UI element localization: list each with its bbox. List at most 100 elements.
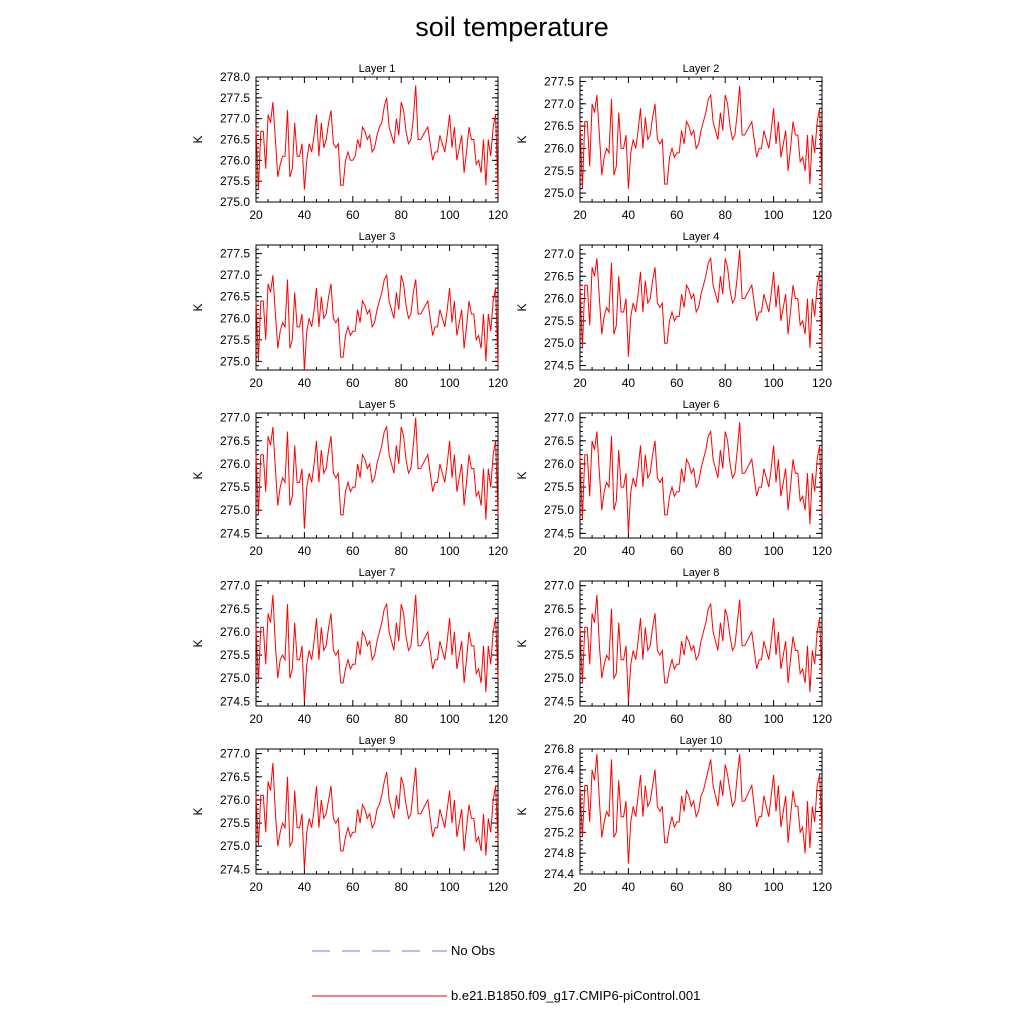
x-tick-label: 80: [719, 544, 733, 558]
x-tick-label: 20: [249, 712, 263, 726]
y-tick-label: 276.8: [544, 742, 574, 756]
plot-frame: [255, 244, 499, 371]
x-tick-label: 120: [812, 712, 832, 726]
x-tick-label: 20: [573, 880, 587, 894]
y-tick-label: 275.0: [544, 671, 574, 685]
x-tick-label: 80: [395, 544, 409, 558]
x-tick-label: 20: [249, 544, 263, 558]
x-tick-label: 100: [440, 376, 460, 390]
y-tick-label: 276.5: [544, 269, 574, 283]
x-tick-label: 100: [764, 880, 784, 894]
y-tick-label: 277.0: [544, 411, 574, 425]
y-axis-label: K: [191, 135, 205, 143]
series-line: [255, 762, 499, 870]
y-tick-label: 278.0: [220, 70, 250, 84]
y-tick-label: 276.5: [544, 602, 574, 616]
y-tick-label: 276.5: [544, 119, 574, 133]
plot-frame: [579, 244, 823, 371]
y-tick-label: 276.4: [544, 763, 574, 777]
x-tick-label: 60: [670, 544, 684, 558]
y-axis-label: K: [191, 303, 205, 311]
y-tick-label: 276.5: [220, 434, 250, 448]
y-tick-label: 277.0: [220, 747, 250, 761]
x-tick-label: 80: [395, 880, 409, 894]
y-tick-label: 275.5: [220, 648, 250, 662]
x-tick-label: 100: [440, 544, 460, 558]
y-tick-label: 276.0: [544, 292, 574, 306]
x-tick-label: 20: [573, 376, 587, 390]
y-tick-label: 274.5: [544, 359, 574, 373]
y-tick-label: 276.0: [220, 311, 250, 325]
x-tick-label: 100: [764, 712, 784, 726]
x-tick-label: 100: [764, 544, 784, 558]
panel-2: Layer 2 K 20 40 60 80 100 120 275.0 275.5 276.0 276…: [515, 63, 832, 222]
y-tick-label: 275.0: [220, 503, 250, 517]
y-axis-label: K: [515, 639, 529, 647]
y-tick-label: 277.0: [220, 268, 250, 282]
y-axis-label: K: [515, 135, 529, 143]
x-tick-label: 100: [764, 376, 784, 390]
y-tick-label: 275.0: [220, 354, 250, 368]
panel-title: Layer 1: [359, 63, 396, 75]
x-tick-label: 120: [488, 376, 508, 390]
y-tick-label: 277.0: [220, 579, 250, 593]
y-tick-label: 275.0: [544, 186, 574, 200]
y-tick-label: 275.5: [220, 333, 250, 347]
y-tick-label: 276.5: [220, 133, 250, 147]
y-axis-label: K: [191, 807, 205, 815]
x-tick-label: 60: [670, 712, 684, 726]
y-tick-label: 275.5: [220, 816, 250, 830]
series-line: [579, 754, 823, 864]
y-tick-label: 276.0: [220, 457, 250, 471]
panel-title: Layer 10: [680, 735, 723, 747]
x-tick-label: 60: [670, 880, 684, 894]
x-tick-label: 60: [346, 880, 360, 894]
x-tick-label: 40: [298, 544, 312, 558]
panel-title: Layer 7: [359, 567, 396, 579]
y-tick-label: 275.5: [544, 648, 574, 662]
series-line: [579, 249, 823, 357]
x-tick-label: 100: [440, 880, 460, 894]
x-tick-label: 60: [346, 376, 360, 390]
y-tick-label: 274.4: [544, 867, 574, 881]
x-tick-label: 20: [573, 208, 587, 222]
y-tick-label: 277.0: [544, 579, 574, 593]
x-tick-label: 80: [719, 376, 733, 390]
x-tick-label: 100: [440, 208, 460, 222]
x-tick-label: 40: [298, 208, 312, 222]
y-tick-label: 274.5: [220, 862, 250, 876]
y-tick-label: 274.5: [220, 694, 250, 708]
panel-4: Layer 4 K 20 40 60 80 100 120 274.5 275.0 275.5 276…: [515, 231, 832, 390]
panel-title: Layer 8: [683, 567, 720, 579]
y-tick-label: 274.5: [544, 526, 574, 540]
y-tick-label: 275.2: [544, 825, 574, 839]
y-tick-label: 274.5: [544, 694, 574, 708]
y-tick-label: 275.6: [544, 805, 574, 819]
y-tick-label: 275.5: [544, 480, 574, 494]
x-tick-label: 20: [573, 712, 587, 726]
x-tick-label: 40: [622, 544, 636, 558]
plot-frame: [579, 748, 823, 875]
y-tick-label: 276.0: [220, 153, 250, 167]
x-tick-label: 40: [298, 712, 312, 726]
y-tick-label: 275.5: [220, 480, 250, 494]
series-line: [255, 417, 499, 529]
y-tick-label: 275.5: [220, 174, 250, 188]
y-tick-label: 275.0: [220, 671, 250, 685]
plot-frame: [579, 76, 823, 203]
x-tick-label: 80: [719, 208, 733, 222]
x-tick-label: 40: [298, 880, 312, 894]
x-tick-label: 100: [440, 712, 460, 726]
x-tick-label: 80: [719, 712, 733, 726]
x-tick-label: 20: [573, 544, 587, 558]
x-tick-label: 80: [395, 376, 409, 390]
x-tick-label: 120: [488, 544, 508, 558]
x-tick-label: 120: [812, 880, 832, 894]
x-tick-label: 40: [622, 880, 636, 894]
x-tick-label: 120: [812, 208, 832, 222]
x-tick-label: 60: [346, 712, 360, 726]
x-tick-label: 20: [249, 208, 263, 222]
panel-title: Layer 3: [359, 231, 396, 243]
y-axis-label: K: [515, 303, 529, 311]
panel-8: Layer 8 K 20 40 60 80 100 120 274.5 275.0 275.5 276…: [515, 567, 832, 726]
